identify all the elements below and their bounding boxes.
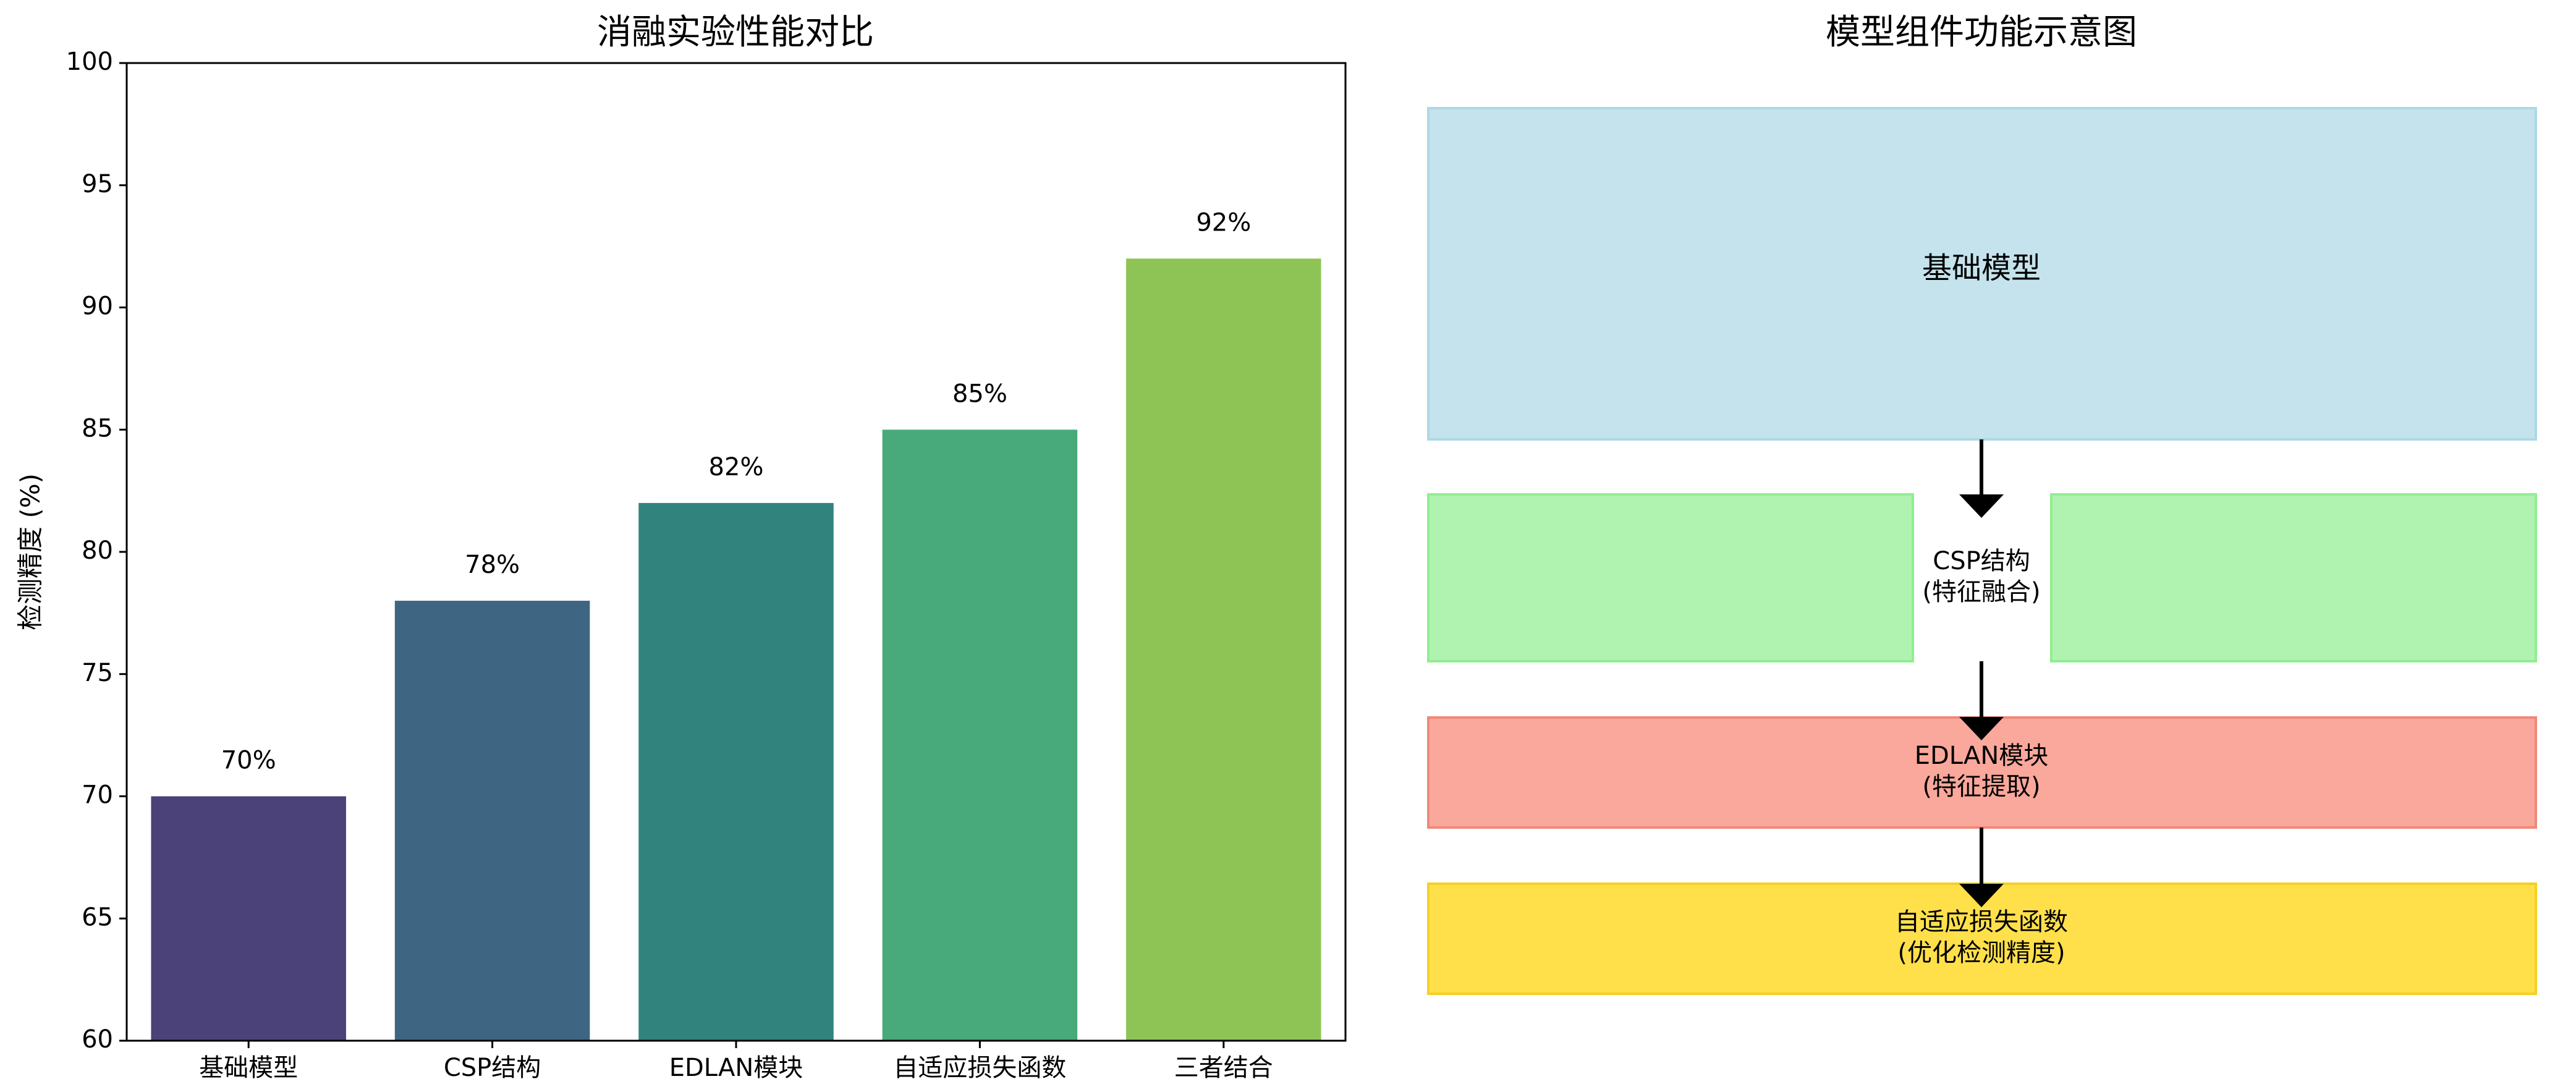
value-label: 82%: [709, 453, 764, 481]
x-tick-label: CSP结构: [444, 1054, 541, 1082]
arrow-head: [1959, 717, 2004, 740]
chart-title: 消融实验性能对比: [597, 12, 874, 53]
bar: [882, 430, 1078, 1041]
y-tick-label: 65: [82, 903, 113, 931]
bar: [638, 502, 834, 1041]
y-tick-label: 70: [82, 781, 113, 810]
y-tick-label: 95: [82, 170, 113, 198]
value-label: 92%: [1196, 208, 1251, 237]
arrow-head: [1959, 884, 2004, 907]
bar: [151, 796, 346, 1041]
node-label: CSP结构: [1933, 547, 2030, 575]
arrow-head: [1959, 494, 2004, 518]
value-label: 85%: [952, 379, 1007, 408]
box-csp-right: [2050, 493, 2537, 662]
x-tick-label: 基础模型: [199, 1054, 298, 1082]
y-tick-label: 85: [82, 414, 113, 442]
node-label: (优化检测精度): [1897, 939, 2065, 967]
y-tick-label: 100: [66, 48, 113, 76]
box-csp-left: [1427, 493, 1914, 662]
node-label: (特征融合): [1922, 578, 2040, 606]
y-tick-label: 80: [82, 536, 113, 565]
value-label: 78%: [465, 551, 520, 579]
x-tick-label: 自适应损失函数: [893, 1054, 1066, 1082]
y-tick-label: 90: [82, 292, 113, 321]
value-label: 70%: [221, 747, 276, 775]
node-label: (特征提取): [1922, 772, 2040, 801]
x-tick-label: 三者结合: [1174, 1054, 1273, 1082]
diagram-title: 模型组件功能示意图: [1826, 12, 2137, 53]
y-tick-label: 75: [82, 659, 113, 687]
bar: [1126, 258, 1321, 1041]
box-base: [1427, 107, 2537, 441]
node-label: 基础模型: [1922, 251, 2041, 286]
bar: [394, 601, 590, 1041]
node-label: 自适应损失函数: [1895, 908, 2068, 936]
node-label: EDLAN模块: [1915, 742, 2049, 770]
y-tick-label: 60: [82, 1025, 113, 1054]
diagram: [1427, 107, 2537, 995]
axes-frame: [125, 62, 1347, 1042]
x-tick-label: EDLAN模块: [669, 1054, 803, 1082]
y-axis-label: 检测精度 (%): [15, 473, 46, 630]
